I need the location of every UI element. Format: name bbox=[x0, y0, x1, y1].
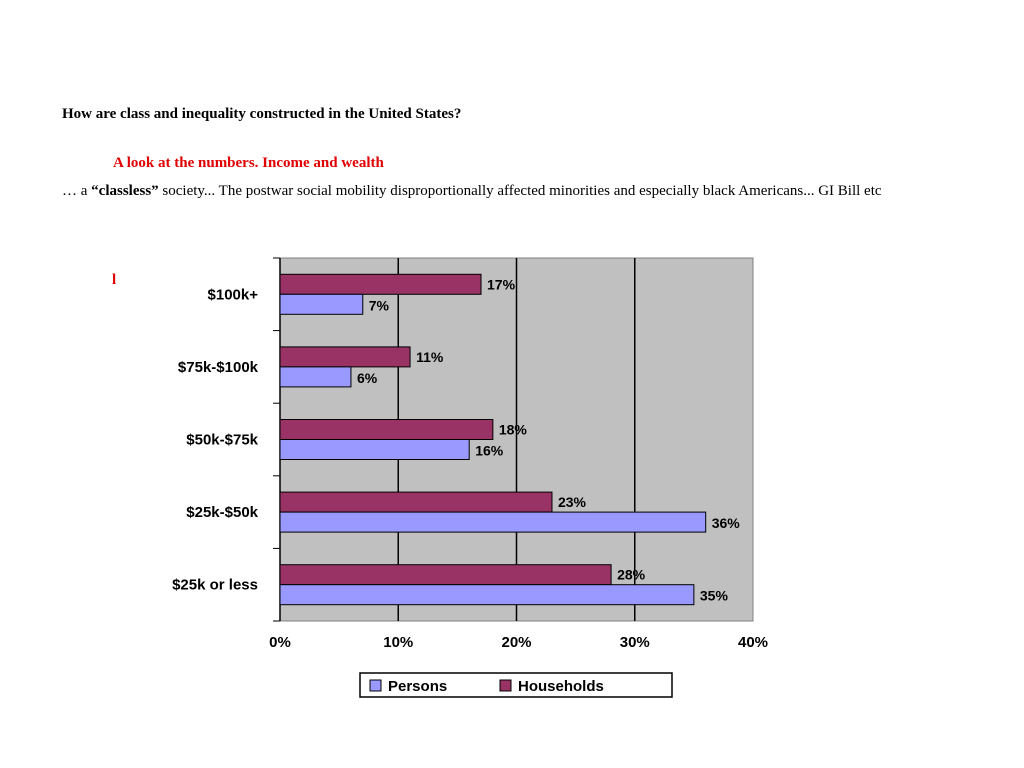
households-value-label: 11% bbox=[416, 349, 444, 365]
households-value-label: 23% bbox=[558, 494, 587, 510]
persons-value-label: 36% bbox=[712, 515, 741, 531]
section-subheading: A look at the numbers. Income and wealth bbox=[113, 155, 384, 171]
intro-paragraph: … a “classless” society... The postwar s… bbox=[62, 180, 962, 202]
households-bar bbox=[279, 273, 482, 295]
legend-box bbox=[359, 672, 673, 698]
households-bar bbox=[279, 491, 553, 513]
x-tick-label: 10% bbox=[383, 634, 413, 651]
persons-bar bbox=[279, 584, 695, 606]
households-value-label: 17% bbox=[487, 276, 516, 292]
persons-bar bbox=[279, 366, 352, 388]
stray-red-mark: l bbox=[112, 272, 117, 288]
persons-value-label: 35% bbox=[700, 588, 729, 604]
category-label: $25k or less bbox=[172, 577, 258, 594]
persons-value-label: 7% bbox=[369, 297, 390, 313]
legend-label-households: Households bbox=[518, 678, 604, 695]
persons-value-label: 16% bbox=[475, 443, 504, 459]
legend-swatch-households bbox=[499, 679, 512, 692]
page-title: How are class and inequality constructed… bbox=[62, 106, 462, 122]
category-label: $75k-$100k bbox=[178, 359, 259, 376]
x-tick-label: 40% bbox=[738, 634, 768, 651]
paragraph-emphasis: “classless” bbox=[91, 183, 159, 199]
x-tick-label: 0% bbox=[269, 634, 291, 651]
households-value-label: 28% bbox=[617, 567, 646, 583]
persons-value-label: 6% bbox=[357, 370, 378, 386]
x-tick-label: 20% bbox=[501, 634, 531, 651]
legend-label-persons: Persons bbox=[388, 678, 447, 695]
category-label: $50k-$75k bbox=[186, 432, 258, 449]
x-tick-label: 30% bbox=[620, 634, 650, 651]
households-bar bbox=[279, 419, 494, 440]
persons-bar bbox=[279, 439, 470, 460]
persons-bar bbox=[279, 293, 364, 315]
persons-bar bbox=[279, 511, 707, 533]
legend-swatch-persons bbox=[369, 679, 382, 692]
paragraph-prefix: … a bbox=[62, 183, 92, 199]
income-distribution-bar-chart: $100k+ 17% 7% $75k-$100k 11% 6% $50k-$75k 18% 16… bbox=[172, 257, 768, 698]
households-bar bbox=[279, 346, 411, 368]
paragraph-rest: society... The postwar social mobility d… bbox=[158, 183, 882, 199]
category-label: $100k+ bbox=[208, 286, 259, 303]
category-label: $25k-$50k bbox=[186, 504, 258, 521]
households-value-label: 18% bbox=[499, 422, 528, 438]
households-bar bbox=[279, 564, 612, 586]
